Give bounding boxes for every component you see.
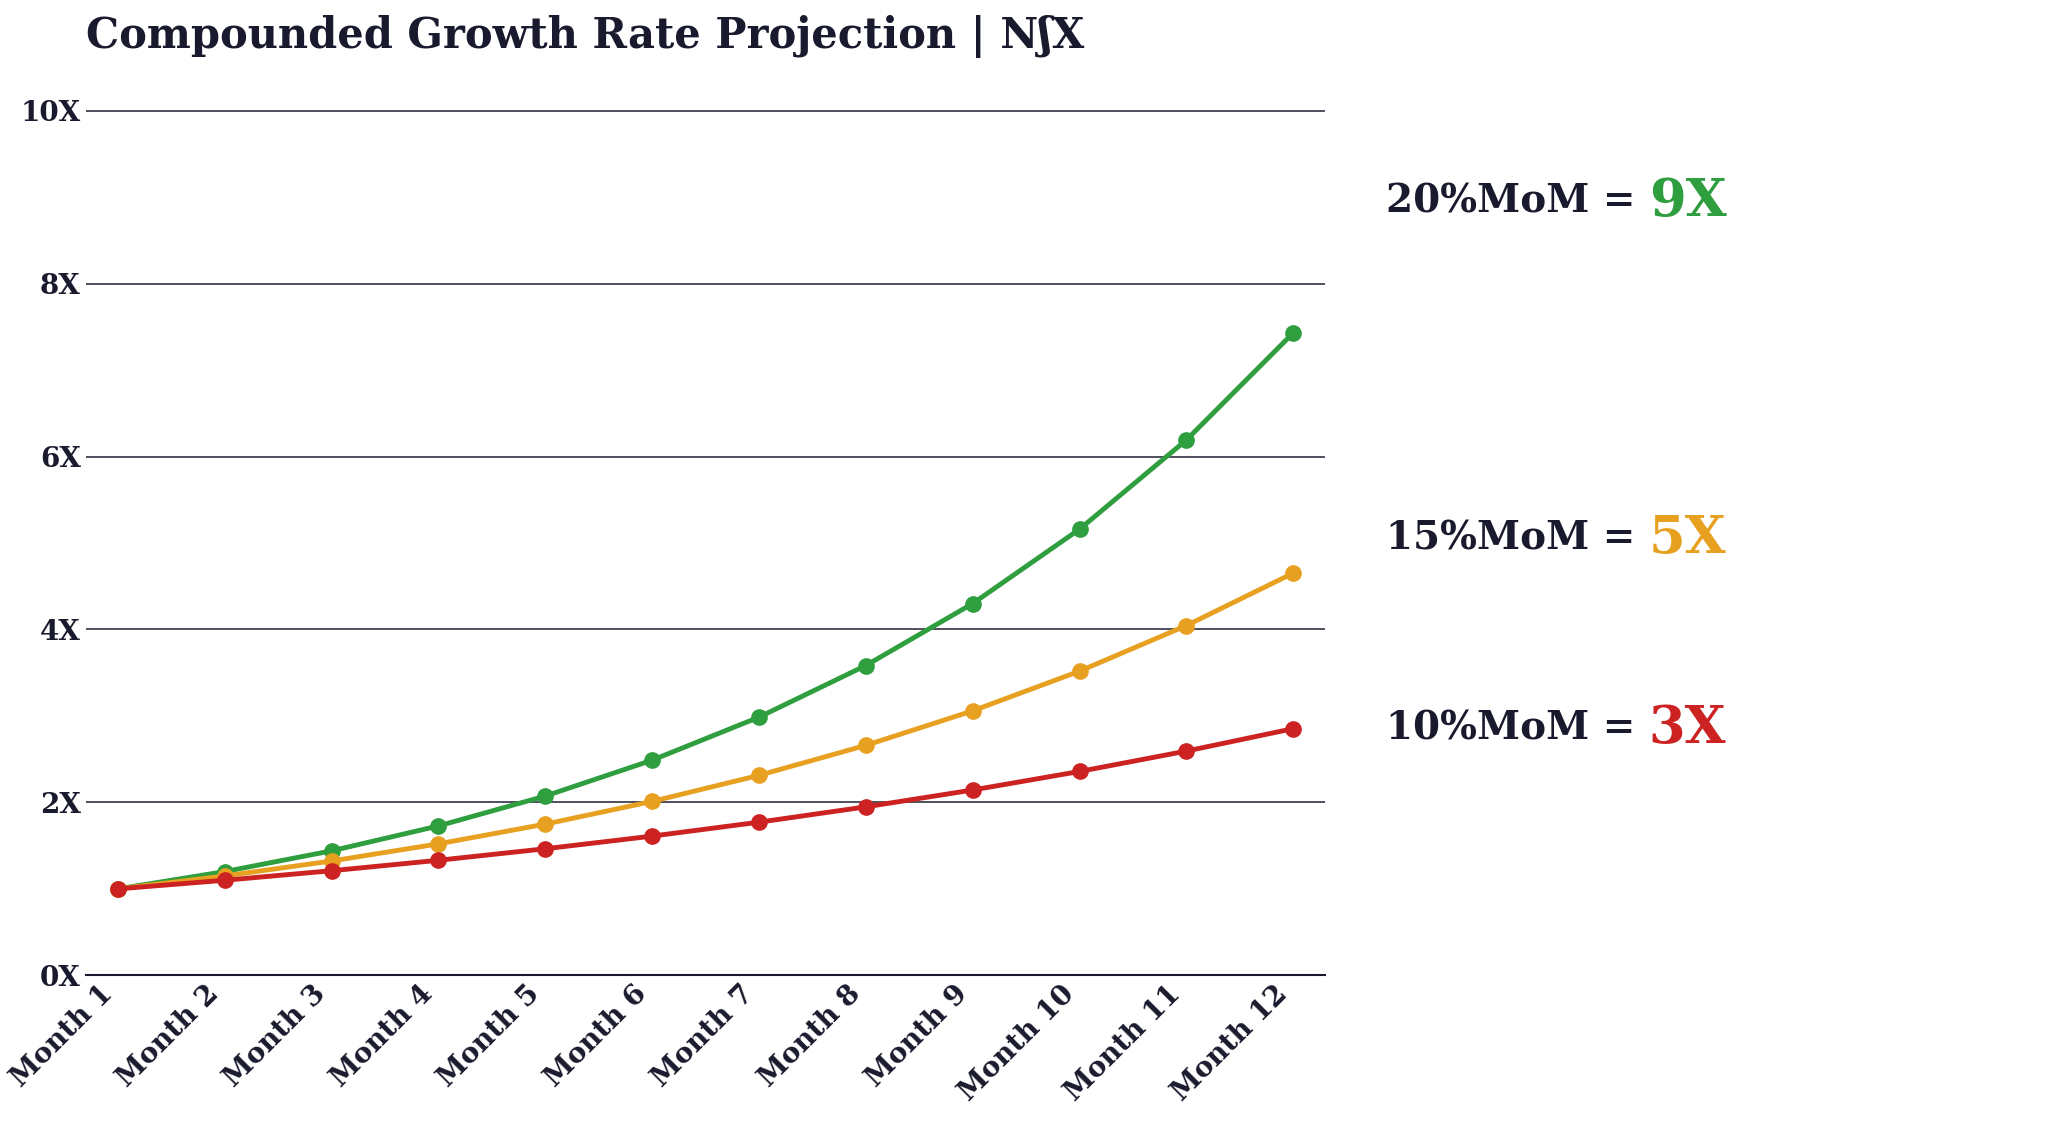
Text: 9X: 9X <box>1650 176 1726 228</box>
Text: 15%MoM =: 15%MoM = <box>1386 519 1648 557</box>
Text: 20%MoM =: 20%MoM = <box>1386 183 1650 221</box>
Text: Compounded Growth Rate Projection | NʃX: Compounded Growth Rate Projection | NʃX <box>87 15 1085 58</box>
Text: 3X: 3X <box>1648 703 1726 754</box>
Text: 5X: 5X <box>1648 512 1726 564</box>
Text: 10%MoM =: 10%MoM = <box>1386 710 1648 748</box>
